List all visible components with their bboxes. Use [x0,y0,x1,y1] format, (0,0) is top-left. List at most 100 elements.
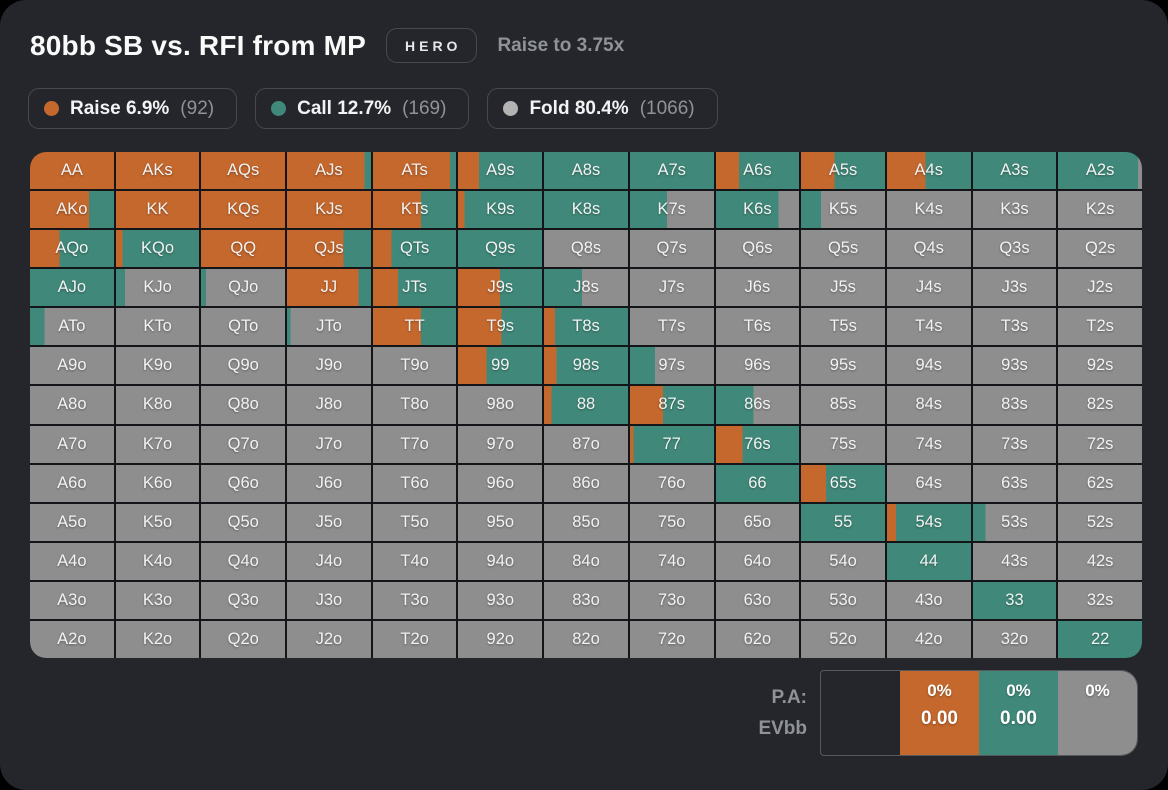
hand-cell-73s[interactable]: 73s [972,425,1057,463]
hand-cell-53s[interactable]: 53s [972,503,1057,541]
hand-cell-QJs[interactable]: QJs [287,230,371,268]
hand-cell-T6o[interactable]: T6o [372,464,457,502]
hand-cell-KQs[interactable]: KQs [201,191,286,229]
hand-cell-76s[interactable]: 76s [715,425,800,463]
hand-cell-T5s[interactable]: T5s [801,308,885,346]
hand-cell-97o[interactable]: 97o [458,425,543,463]
hand-cell-QQ[interactable]: QQ [201,230,286,268]
hand-cell-A3o[interactable]: A3o [30,581,114,619]
hand-cell-J2o[interactable]: J2o [287,620,371,658]
hand-cell-72o[interactable]: 72o [629,620,714,658]
hand-cell-T8s[interactable]: T8s [544,308,628,346]
hand-cell-Q9o[interactable]: Q9o [201,347,286,385]
hand-cell-32s[interactable]: 32s [1058,581,1142,619]
hand-cell-QTs[interactable]: QTs [372,230,457,268]
hand-cell-JJ[interactable]: JJ [287,269,371,307]
hand-cell-Q6o[interactable]: Q6o [201,464,286,502]
hand-cell-Q6s[interactable]: Q6s [715,230,800,268]
hand-cell-K4o[interactable]: K4o [115,542,200,580]
hand-cell-A4o[interactable]: A4o [30,542,114,580]
hand-cell-72s[interactable]: 72s [1058,425,1142,463]
hand-cell-K9o[interactable]: K9o [115,347,200,385]
hand-cell-55[interactable]: 55 [801,503,885,541]
hand-cell-KTs[interactable]: KTs [372,191,457,229]
hand-cell-74s[interactable]: 74s [886,425,971,463]
hand-cell-84s[interactable]: 84s [886,386,971,424]
hand-cell-J9s[interactable]: J9s [458,269,543,307]
hand-cell-42o[interactable]: 42o [886,620,971,658]
hand-cell-64s[interactable]: 64s [886,464,971,502]
hand-cell-Q2s[interactable]: Q2s [1058,230,1142,268]
hand-cell-75o[interactable]: 75o [629,503,714,541]
hand-cell-AJs[interactable]: AJs [287,152,371,190]
hand-cell-K4s[interactable]: K4s [886,191,971,229]
hand-cell-ATs[interactable]: ATs [372,152,457,190]
hand-cell-AKs[interactable]: AKs [115,152,200,190]
hand-cell-J3o[interactable]: J3o [287,581,371,619]
legend-pill-call[interactable]: Call 12.7% (169) [255,88,470,129]
hand-cell-AJo[interactable]: AJo [30,269,114,307]
hand-cell-43o[interactable]: 43o [886,581,971,619]
hand-cell-77[interactable]: 77 [629,425,714,463]
hand-cell-A2o[interactable]: A2o [30,620,114,658]
hand-cell-J9o[interactable]: J9o [287,347,371,385]
hand-cell-J8s[interactable]: J8s [544,269,628,307]
hand-cell-AKo[interactable]: AKo [30,191,114,229]
hand-cell-K2o[interactable]: K2o [115,620,200,658]
hand-cell-83s[interactable]: 83s [972,386,1057,424]
hand-cell-93s[interactable]: 93s [972,347,1057,385]
hand-cell-43s[interactable]: 43s [972,542,1057,580]
hand-cell-A7s[interactable]: A7s [629,152,714,190]
hand-cell-K6o[interactable]: K6o [115,464,200,502]
hand-cell-KJs[interactable]: KJs [287,191,371,229]
hand-cell-T2s[interactable]: T2s [1058,308,1142,346]
hand-cell-63s[interactable]: 63s [972,464,1057,502]
hand-cell-A8o[interactable]: A8o [30,386,114,424]
hand-cell-Q3s[interactable]: Q3s [972,230,1057,268]
hand-cell-A7o[interactable]: A7o [30,425,114,463]
hand-cell-K3s[interactable]: K3s [972,191,1057,229]
hand-cell-T8o[interactable]: T8o [372,386,457,424]
hand-cell-Q5o[interactable]: Q5o [201,503,286,541]
hand-cell-96s[interactable]: 96s [715,347,800,385]
hand-cell-44[interactable]: 44 [886,542,971,580]
hand-cell-T3s[interactable]: T3s [972,308,1057,346]
hand-cell-52o[interactable]: 52o [801,620,885,658]
hand-cell-A5o[interactable]: A5o [30,503,114,541]
hand-cell-54s[interactable]: 54s [886,503,971,541]
hand-cell-54o[interactable]: 54o [801,542,885,580]
hand-cell-76o[interactable]: 76o [629,464,714,502]
hand-cell-Q2o[interactable]: Q2o [201,620,286,658]
hand-cell-JTo[interactable]: JTo [287,308,371,346]
hand-cell-62s[interactable]: 62s [1058,464,1142,502]
hand-cell-64o[interactable]: 64o [715,542,800,580]
hand-cell-K5s[interactable]: K5s [801,191,885,229]
hand-cell-KQo[interactable]: KQo [115,230,200,268]
hand-cell-A3s[interactable]: A3s [972,152,1057,190]
hand-cell-QJo[interactable]: QJo [201,269,286,307]
hand-cell-93o[interactable]: 93o [458,581,543,619]
hand-cell-82o[interactable]: 82o [544,620,628,658]
hand-cell-Q4s[interactable]: Q4s [886,230,971,268]
hand-cell-KJo[interactable]: KJo [115,269,200,307]
hand-cell-65o[interactable]: 65o [715,503,800,541]
hand-cell-22[interactable]: 22 [1058,620,1142,658]
hand-cell-J6s[interactable]: J6s [715,269,800,307]
hand-cell-87s[interactable]: 87s [629,386,714,424]
hand-cell-K7s[interactable]: K7s [629,191,714,229]
hand-cell-J7s[interactable]: J7s [629,269,714,307]
hand-cell-75s[interactable]: 75s [801,425,885,463]
hand-cell-KTo[interactable]: KTo [115,308,200,346]
hand-cell-T5o[interactable]: T5o [372,503,457,541]
hand-cell-88[interactable]: 88 [544,386,628,424]
hand-cell-T7s[interactable]: T7s [629,308,714,346]
hand-cell-86o[interactable]: 86o [544,464,628,502]
hand-cell-92o[interactable]: 92o [458,620,543,658]
hand-cell-96o[interactable]: 96o [458,464,543,502]
hand-cell-J2s[interactable]: J2s [1058,269,1142,307]
hand-cell-J8o[interactable]: J8o [287,386,371,424]
hand-cell-84o[interactable]: 84o [544,542,628,580]
hand-cell-J6o[interactable]: J6o [287,464,371,502]
hand-cell-T6s[interactable]: T6s [715,308,800,346]
hand-cell-A8s[interactable]: A8s [544,152,628,190]
